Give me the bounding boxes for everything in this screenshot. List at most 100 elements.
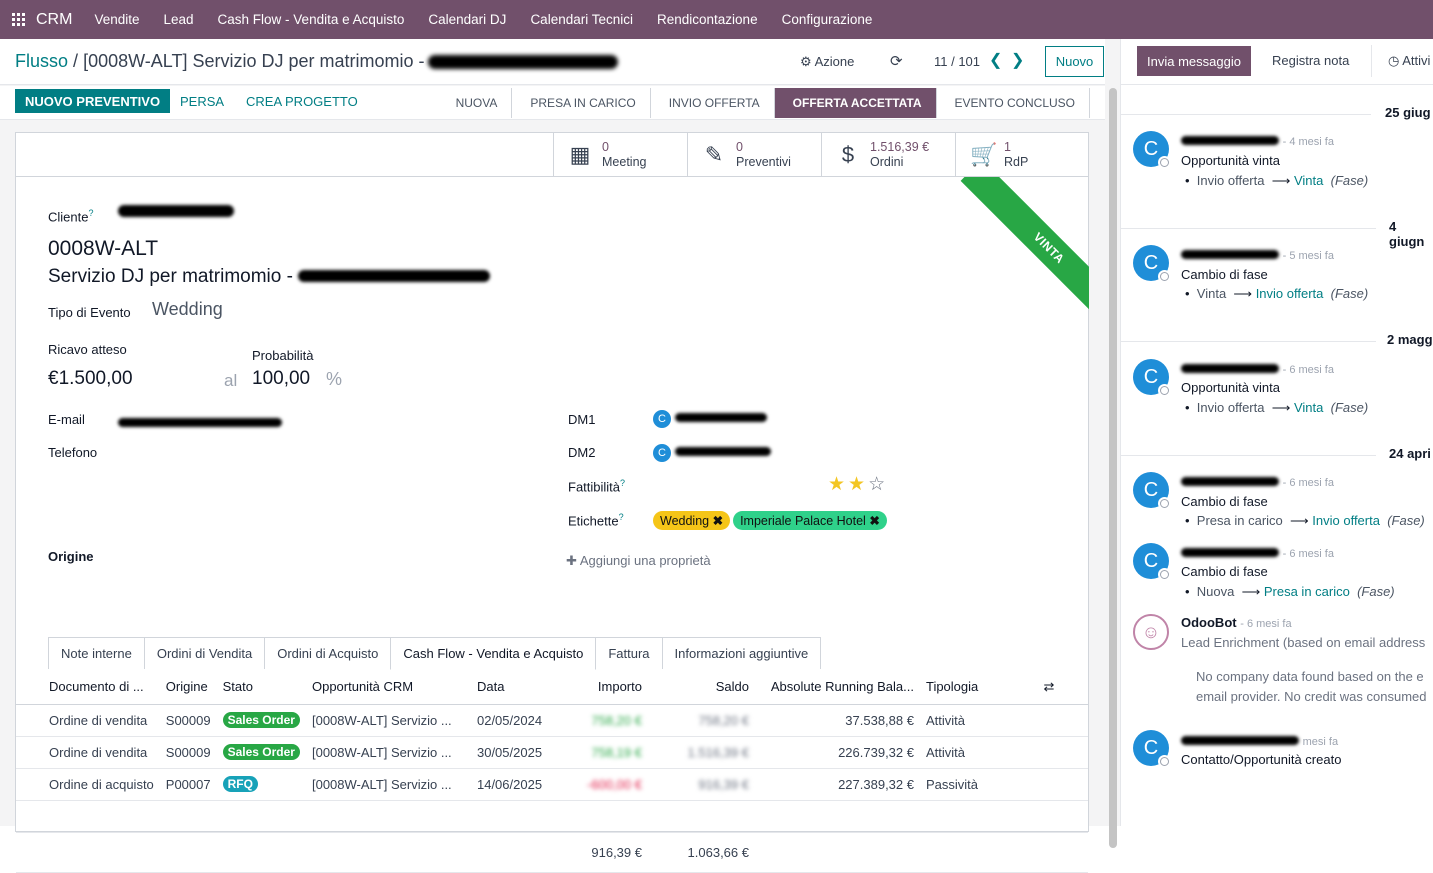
percent-sign: % <box>326 369 343 389</box>
cell-tipologia: Passività <box>919 768 1010 801</box>
orders-smart-button[interactable]: $ 1.516,39 € Ordini <box>821 133 955 177</box>
stage-evento-concluso[interactable]: EVENTO CONCLUSO <box>937 88 1090 118</box>
dm1-label: DM1 <box>568 412 596 427</box>
star-filled-icon[interactable]: ★ <box>848 474 869 495</box>
cliente-field[interactable] <box>118 204 234 221</box>
tab-fattura[interactable]: Fattura <box>595 637 663 669</box>
menu-lead[interactable]: Lead <box>163 12 194 27</box>
message-header: - 4 mesi fa <box>1181 133 1334 148</box>
scrollbar[interactable] <box>1109 88 1117 848</box>
add-property-button[interactable]: ✚ Aggiungi una proprietà <box>566 553 711 568</box>
quotes-label: Preventivi <box>736 155 791 169</box>
menu-calendari-dj[interactable]: Calendari DJ <box>428 12 507 27</box>
col-running-balance[interactable]: Absolute Running Bala... <box>754 670 920 705</box>
date-label: 24 apri <box>1389 446 1431 461</box>
breadcrumb-parent[interactable]: Flusso <box>15 51 69 71</box>
dm2-field[interactable]: C <box>653 444 771 462</box>
col-saldo[interactable]: Saldo <box>647 670 755 705</box>
message-text: Cambio di fase <box>1181 564 1268 579</box>
probabilita-field[interactable]: 100,00 <box>252 368 311 389</box>
date-label: 25 giug <box>1385 105 1431 120</box>
remove-icon[interactable]: ✖ <box>712 514 724 528</box>
star-filled-icon[interactable]: ★ <box>828 474 849 495</box>
empty-row <box>16 800 1088 833</box>
tags-field[interactable]: Wedding ✖ Imperiale Palace Hotel ✖ <box>653 511 890 530</box>
send-message-button[interactable]: Invia messaggio <box>1137 46 1251 76</box>
chevron-left-icon[interactable]: ❮ <box>989 52 1003 69</box>
refresh-icon[interactable]: ⟳ <box>890 53 903 70</box>
activity-button[interactable]: ◷ Attivi <box>1371 45 1430 77</box>
tipo-field[interactable]: Wedding <box>152 299 223 319</box>
tab-ordini-vendita[interactable]: Ordini di Vendita <box>143 637 266 669</box>
lead-title[interactable]: Servizio DJ per matrimomio - <box>48 266 491 288</box>
tab-cash-flow[interactable]: Cash Flow - Vendita e Acquisto <box>390 637 597 670</box>
pager-value[interactable]: 11 / 101 <box>934 54 981 69</box>
quotes-smart-button[interactable]: ✎ 0 Preventivi <box>687 133 821 177</box>
menu-cash-flow[interactable]: Cash Flow - Vendita e Acquisto <box>217 12 405 27</box>
lead-ref[interactable]: 0008W-ALT <box>48 237 159 260</box>
ricavo-field[interactable]: €1.500,00 <box>48 368 133 389</box>
priority-stars[interactable]: ★★☆ <box>828 473 888 496</box>
dm1-field[interactable]: C <box>653 410 767 428</box>
cell-saldo: 758,20 € <box>647 704 755 737</box>
lost-button[interactable]: PERSA <box>180 94 225 109</box>
menu-rendicontazione[interactable]: Rendicontazione <box>657 12 758 27</box>
table-row[interactable]: Ordine di vendita S00009 Sales Order [00… <box>16 704 1088 737</box>
message-text: Cambio di fase <box>1181 267 1268 282</box>
create-project-button[interactable]: CREA PROGETTO <box>246 94 358 109</box>
cell-documento: Ordine di vendita <box>16 736 160 769</box>
ribbon-label: VINTA <box>960 177 1089 318</box>
ricavo-label: Ricavo atteso <box>48 342 127 357</box>
avatar: C <box>1133 245 1171 283</box>
form-sheet: ▦ 0 Meeting ✎ 0 Preventivi $ 1.516,39 € Ord… <box>15 132 1089 873</box>
apps-grid-icon[interactable] <box>0 0 36 39</box>
total-saldo: 1.063,66 € <box>647 831 755 873</box>
col-stato[interactable]: Stato <box>216 670 306 705</box>
app-name[interactable]: CRM <box>36 10 73 28</box>
col-importo[interactable]: Importo <box>570 670 648 705</box>
menu-vendite[interactable]: Vendite <box>94 12 140 27</box>
tag-imperiale[interactable]: Imperiale Palace Hotel ✖ <box>733 511 887 530</box>
meeting-smart-button[interactable]: ▦ 0 Meeting <box>553 133 687 177</box>
col-data[interactable]: Data <box>470 670 571 705</box>
col-opportunita[interactable]: Opportunità CRM <box>305 670 471 705</box>
remove-icon[interactable]: ✖ <box>869 514 880 528</box>
col-tipologia[interactable]: Tipologia <box>919 670 1010 705</box>
email-field[interactable] <box>118 415 282 430</box>
avatar: C <box>1133 543 1171 581</box>
star-empty-icon[interactable]: ☆ <box>868 474 889 495</box>
stage-nuova[interactable]: NUOVA <box>438 88 513 118</box>
tag-wedding[interactable]: Wedding ✖ <box>653 511 731 530</box>
won-ribbon: VINTA <box>948 177 1089 318</box>
rdp-smart-button[interactable]: 🛒 1 RdP <box>955 133 1089 177</box>
action-button[interactable]: ⚙ Azione <box>800 54 854 70</box>
tab-ordini-acquisto[interactable]: Ordini di Acquisto <box>264 637 392 669</box>
probabilita-label: Probabilità <box>252 348 314 363</box>
table-row[interactable]: Ordine di vendita S00009 Sales Order [00… <box>16 736 1088 769</box>
stage-offerta-accettata[interactable]: OFFERTA ACCETTATA <box>774 88 937 118</box>
col-documento[interactable]: Documento di ... <box>16 670 160 705</box>
date-separator <box>1121 455 1376 456</box>
column-settings-icon[interactable]: ⇄ <box>1009 670 1088 705</box>
stage-invio-offerta[interactable]: INVIO OFFERTA <box>651 88 775 118</box>
message-header: - 5 mesi fa <box>1181 247 1334 262</box>
log-note-button[interactable]: Registra nota <box>1272 53 1350 68</box>
menu-calendari-tecnici[interactable]: Calendari Tecnici <box>530 12 633 27</box>
menu-configurazione[interactable]: Configurazione <box>781 12 873 27</box>
table-row[interactable]: Ordine di acquisto P00007 RFQ [0008W-ALT… <box>16 768 1088 801</box>
chevron-right-icon[interactable]: ❯ <box>1011 52 1025 69</box>
message-text: Opportunità vinta <box>1181 153 1281 168</box>
tab-info-aggiuntive[interactable]: Informazioni aggiuntive <box>661 637 822 669</box>
new-button[interactable]: Nuovo <box>1045 46 1104 77</box>
message-header: OdooBot - 6 mesi fa <box>1181 615 1292 630</box>
date-separator <box>1121 341 1376 342</box>
stage-presa-in-carico[interactable]: PRESA IN CARICO <box>512 88 651 118</box>
arrow-right-icon: ⟶ <box>1233 286 1253 301</box>
tab-note-interne[interactable]: Note interne <box>48 637 145 669</box>
col-origine[interactable]: Origine <box>159 670 217 705</box>
new-quotation-button[interactable]: NUOVO PREVENTIVO <box>15 89 171 113</box>
avatar: C <box>1133 730 1171 768</box>
clock-icon: ◷ <box>1388 53 1400 68</box>
cell-importo: 758,19 € <box>570 736 648 769</box>
message-header: mesi fa <box>1181 733 1338 748</box>
